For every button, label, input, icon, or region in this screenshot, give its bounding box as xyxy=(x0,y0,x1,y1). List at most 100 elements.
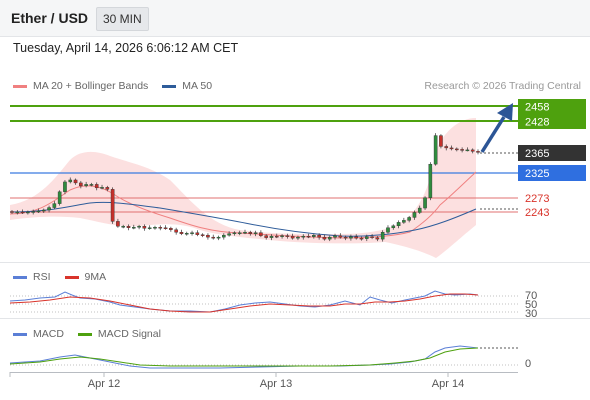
legend-swatch-ma50 xyxy=(162,84,177,88)
header-bar: Ether / USD 30 MIN xyxy=(0,0,590,37)
macd-legend: MACD MACD Signal xyxy=(13,328,175,340)
candle-body xyxy=(338,235,343,238)
legend-swatch-rsi xyxy=(13,275,27,279)
candle-body xyxy=(41,209,46,212)
trend-arrow-icon xyxy=(480,116,506,153)
candle-body xyxy=(428,163,433,198)
candle-body xyxy=(333,235,337,238)
candle-body xyxy=(322,236,327,240)
legend-label-macd: MACD xyxy=(33,328,64,340)
macd-signal-line xyxy=(9,347,479,367)
candle-body xyxy=(269,235,274,238)
candle-body xyxy=(15,211,20,214)
macd-line xyxy=(9,345,479,369)
legend-item-9ma: 9MA xyxy=(64,271,107,283)
candle-body xyxy=(391,225,396,228)
candle-body xyxy=(105,187,110,190)
candle-body xyxy=(232,232,237,234)
candle-body xyxy=(200,234,205,236)
candle-body xyxy=(296,236,300,239)
svg-text:2458: 2458 xyxy=(525,102,549,114)
candle-body xyxy=(116,221,120,227)
candle-body xyxy=(370,236,374,238)
instrument-title: Ether / USD xyxy=(11,10,89,26)
x-tick-label-apr14: Apr 14 xyxy=(432,378,464,390)
candle-body xyxy=(206,234,210,238)
candle-body xyxy=(153,227,157,229)
rsi-level-label-30: 30 xyxy=(525,308,537,320)
candle-body xyxy=(253,232,258,234)
candle-body xyxy=(190,232,194,234)
candlestick-series xyxy=(10,133,480,242)
candle-body xyxy=(380,232,385,240)
legend-label-9ma: 9MA xyxy=(84,271,107,283)
bollinger-band-fill xyxy=(10,118,476,258)
price-tag-2428: 2428 xyxy=(518,114,586,129)
candle-body xyxy=(52,203,57,208)
candle-body xyxy=(317,234,321,238)
candle-body xyxy=(423,197,427,209)
candle-body xyxy=(290,235,295,239)
timeframe-button[interactable]: 30 MIN xyxy=(96,7,149,31)
candle-body xyxy=(10,211,14,213)
candle-body xyxy=(312,234,316,237)
candle-body xyxy=(264,235,268,238)
candle-body xyxy=(79,182,83,187)
x-tick-label-apr12: Apr 12 xyxy=(88,378,120,390)
macd-level-label-0: 0 xyxy=(525,358,531,370)
candle-body xyxy=(465,149,470,152)
rsi-level-label-70: 70 xyxy=(525,290,537,302)
candle-body xyxy=(47,207,51,211)
candle-body xyxy=(137,226,141,228)
price-tag-2458: 2458 xyxy=(518,99,586,114)
candle-body xyxy=(163,227,168,229)
legend-swatch-bollinger xyxy=(13,84,27,88)
legend-label-macd-signal: MACD Signal xyxy=(97,328,161,340)
candle-body xyxy=(285,235,290,237)
legend-swatch-macd xyxy=(13,332,27,336)
candle-body xyxy=(84,184,88,187)
candle-body xyxy=(174,229,178,233)
candle-body xyxy=(147,227,152,229)
candle-body xyxy=(237,232,242,234)
candle-body xyxy=(31,211,35,213)
candle-body xyxy=(211,236,216,239)
candle-body xyxy=(126,226,131,228)
legend-item-macd: MACD xyxy=(13,328,64,340)
x-tick-label-apr13: Apr 13 xyxy=(260,378,292,390)
candle-body xyxy=(243,232,247,234)
chart-datetime: Tuesday, April 14, 2026 6:06:12 AM CET xyxy=(13,41,239,55)
candle-body xyxy=(259,232,263,236)
candle-body xyxy=(433,135,438,165)
legend-label-rsi: RSI xyxy=(33,271,51,283)
candle-body xyxy=(375,237,380,240)
legend-item-ma50: MA 50 xyxy=(162,80,212,92)
candle-body xyxy=(121,226,126,228)
candle-body xyxy=(407,217,411,221)
legend-label-bollinger: MA 20 + Bollinger Bands xyxy=(33,80,149,92)
candle-body xyxy=(222,234,226,238)
ma20-line xyxy=(9,171,477,239)
rsi-level-label-50: 50 xyxy=(525,299,537,311)
svg-text:2325: 2325 xyxy=(525,168,549,180)
candle-body xyxy=(68,179,73,183)
candle-body xyxy=(63,181,67,192)
candle-body xyxy=(327,236,332,240)
price-label-2273: 2273 xyxy=(525,193,549,205)
candle-body xyxy=(449,147,454,150)
candle-body xyxy=(476,151,480,153)
candle-body xyxy=(179,232,184,234)
svg-text:2365: 2365 xyxy=(525,148,549,160)
candle-body xyxy=(444,146,449,149)
ma50-line xyxy=(9,201,477,237)
candle-body xyxy=(460,149,464,151)
candle-body xyxy=(20,211,25,214)
candle-body xyxy=(306,235,311,238)
candle-body xyxy=(439,135,443,147)
candle-body xyxy=(36,210,41,213)
candle-body xyxy=(216,236,221,239)
candle-body xyxy=(89,184,94,186)
legend-swatch-9ma xyxy=(64,275,79,279)
candle-body xyxy=(248,232,253,234)
